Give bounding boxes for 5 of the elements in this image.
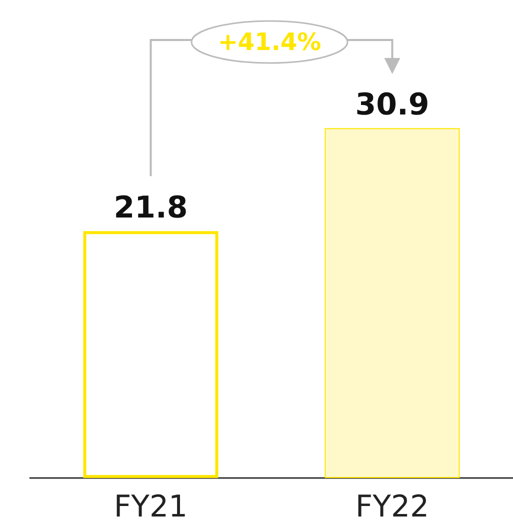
x-tick-label: FY22 <box>355 490 430 524</box>
x-tick-label: FY21 <box>114 490 188 524</box>
data-label: 30.9 <box>355 88 430 123</box>
data-label: 21.8 <box>114 190 188 226</box>
text: +41.4% <box>218 28 322 56</box>
